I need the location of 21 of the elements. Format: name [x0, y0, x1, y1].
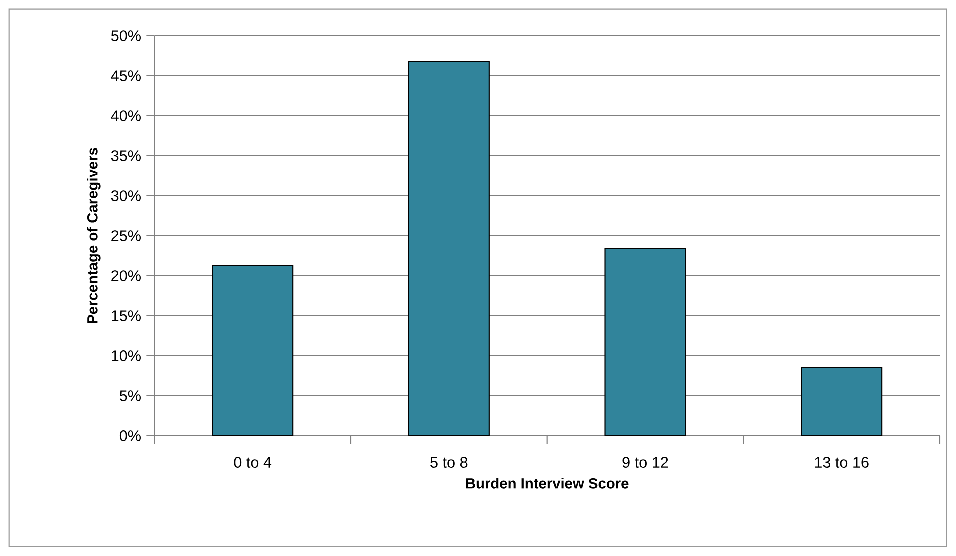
y-tick-label: 50% — [111, 30, 141, 42]
bar — [408, 61, 490, 436]
bar — [212, 265, 294, 436]
bar — [801, 367, 883, 436]
y-tick-label: 25% — [112, 230, 141, 242]
y-tick-label: 30% — [111, 190, 141, 202]
y-tick-label: 45% — [111, 70, 141, 82]
x-tick-label: 13 to 16 — [815, 457, 869, 468]
x-tick-label: 9 to 12 — [622, 457, 668, 468]
y-tick-label: 15% — [112, 310, 141, 322]
y-tick-label: 5% — [120, 390, 141, 402]
y-tick-label: 20% — [112, 270, 141, 282]
bar — [604, 248, 686, 436]
x-tick-label: 5 to 8 — [430, 457, 468, 468]
y-axis-title: Percentage of Caregivers — [87, 148, 101, 324]
x-axis-title: Burden Interview Score — [466, 478, 629, 489]
y-tick-label: 40% — [111, 110, 141, 122]
y-tick-label: 35% — [111, 150, 141, 162]
y-tick-label: 10% — [112, 350, 141, 362]
y-tick-label: 0% — [120, 430, 141, 442]
x-tick-label: 0 to 4 — [234, 457, 272, 468]
